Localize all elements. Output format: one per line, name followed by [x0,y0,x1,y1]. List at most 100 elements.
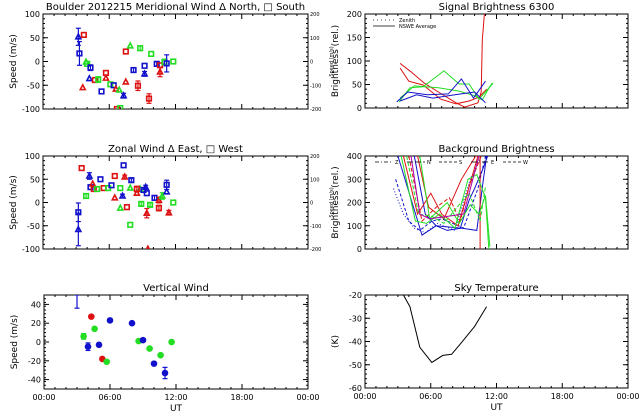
data-point-dot [88,313,95,320]
y-tick-label: 0 [35,199,40,208]
series-line-blue-2 [399,91,486,104]
y-tick-label: 400 [347,152,362,161]
y-tick-label: 50 [30,34,40,43]
chart-title: Boulder 2012215 Meridional Wind Δ North,… [46,2,305,13]
data-point-triangle [115,85,124,93]
data-point-square [80,31,87,38]
data-point-triangle [102,73,110,81]
y-right-tick-label: -100 [310,224,321,230]
data-point-dot [146,345,153,352]
data-point-triangle [141,182,150,190]
data-point-triangle [158,191,167,199]
data-point-square [163,181,170,188]
chart-title: Vertical Wind [143,283,209,294]
y-tick-label: -100 [22,245,40,254]
y-tick-label: 0 [35,58,40,67]
data-point-triangle [74,32,83,40]
legend-label: Zenith [399,18,415,24]
data-point-triangle [133,188,141,196]
data-point-square [147,201,154,208]
data-point-square [78,164,85,172]
data-point-triangle [165,208,173,216]
y-right-axis-label: Speed (m/s) [329,46,335,76]
y-tick-label: 100 [25,152,40,161]
x-tick-label: 00:00 [616,392,639,401]
y-tick-label: 0 [357,104,362,113]
y-tick-label: -20 [349,291,362,300]
plot-frame [43,294,309,390]
data-point-triangle [116,203,125,211]
data-point-square [84,60,91,67]
y-axis-label: Brightness (rel.) [331,25,341,97]
y-tick-label: 300 [347,175,362,184]
data-point-dot [95,341,103,349]
x-tick-label: 00:00 [32,393,55,402]
data-point-square [163,60,170,67]
data-point-square [107,81,114,88]
series-line-green-a [400,156,490,249]
y-right-tick-label: -100 [310,83,321,89]
data-point-square [122,48,129,55]
data-point-triangle [110,193,119,201]
data-point-square [170,58,177,65]
y-tick-label: -40 [349,338,362,347]
data-point-square [76,50,83,57]
y-tick-label: -100 [22,105,40,114]
data-point-square [95,76,102,83]
data-point-dot [106,317,114,324]
data-point-triangle [140,69,149,77]
x-axis-label: UT [170,404,183,414]
data-point-square [138,200,145,207]
x-axis-label: UT [490,403,503,413]
data-point-square [153,60,160,67]
legend-label: W [523,160,528,166]
plot-area [396,14,494,108]
y-right-axis-label: Speed (m/s) [329,187,335,217]
data-point-dot [91,325,98,333]
x-tick-label: 12:00 [164,393,187,402]
data-point-square [123,204,131,211]
plot-area [74,27,177,109]
y-right-tick-label: 100 [310,36,320,42]
y-right-tick-label: 200 [310,154,320,160]
y-tick-label: 50 [30,175,40,184]
data-point-square [117,104,124,109]
plot-area [402,295,488,364]
chart-background: Background Brightness 0 100 200 300 400 Bright… [331,144,629,254]
chart-signal: Signal Brightness 6300 0 50 100 150 200 Bright… [331,2,629,113]
y-axis-label: Speed (m/s) [9,34,19,89]
data-point-triangle [142,208,151,216]
y-tick-label: 150 [347,34,362,43]
y-right-tick-label: 100 [310,177,320,183]
plot-area [393,156,491,249]
x-tick-label: 06:00 [98,393,121,402]
data-point-square [128,177,135,184]
data-point-dot [84,343,92,351]
y-tick-label: -30 [349,314,362,323]
y-tick-label: 100 [347,222,362,231]
data-point-square [90,185,97,193]
plot-area [74,295,175,380]
data-point-triangle [85,74,94,82]
y-tick-label: -20 [28,357,41,366]
series-line-sky-temp [402,295,488,364]
data-point-dot [139,336,147,344]
data-point-dot [161,369,169,377]
legend-label: N [427,160,431,166]
series-line-purple-a [410,156,480,220]
y-axis-label: Speed (m/s) [10,315,20,370]
data-point-square [111,172,118,180]
y-tick-label: 200 [347,199,362,208]
data-point-dot [128,319,136,327]
data-point-square [82,192,90,200]
chart-zonal: Zonal Wind Δ East, □ West -100 -50 0 50 100 Sp… [9,144,335,254]
x-tick-label: 12:00 [485,392,508,401]
data-point-dot [103,358,110,366]
data-point-square [137,45,144,52]
y-right-tick-label: 200 [310,12,320,18]
data-point-triangle [88,179,97,187]
series-line-blue-b [395,156,486,232]
